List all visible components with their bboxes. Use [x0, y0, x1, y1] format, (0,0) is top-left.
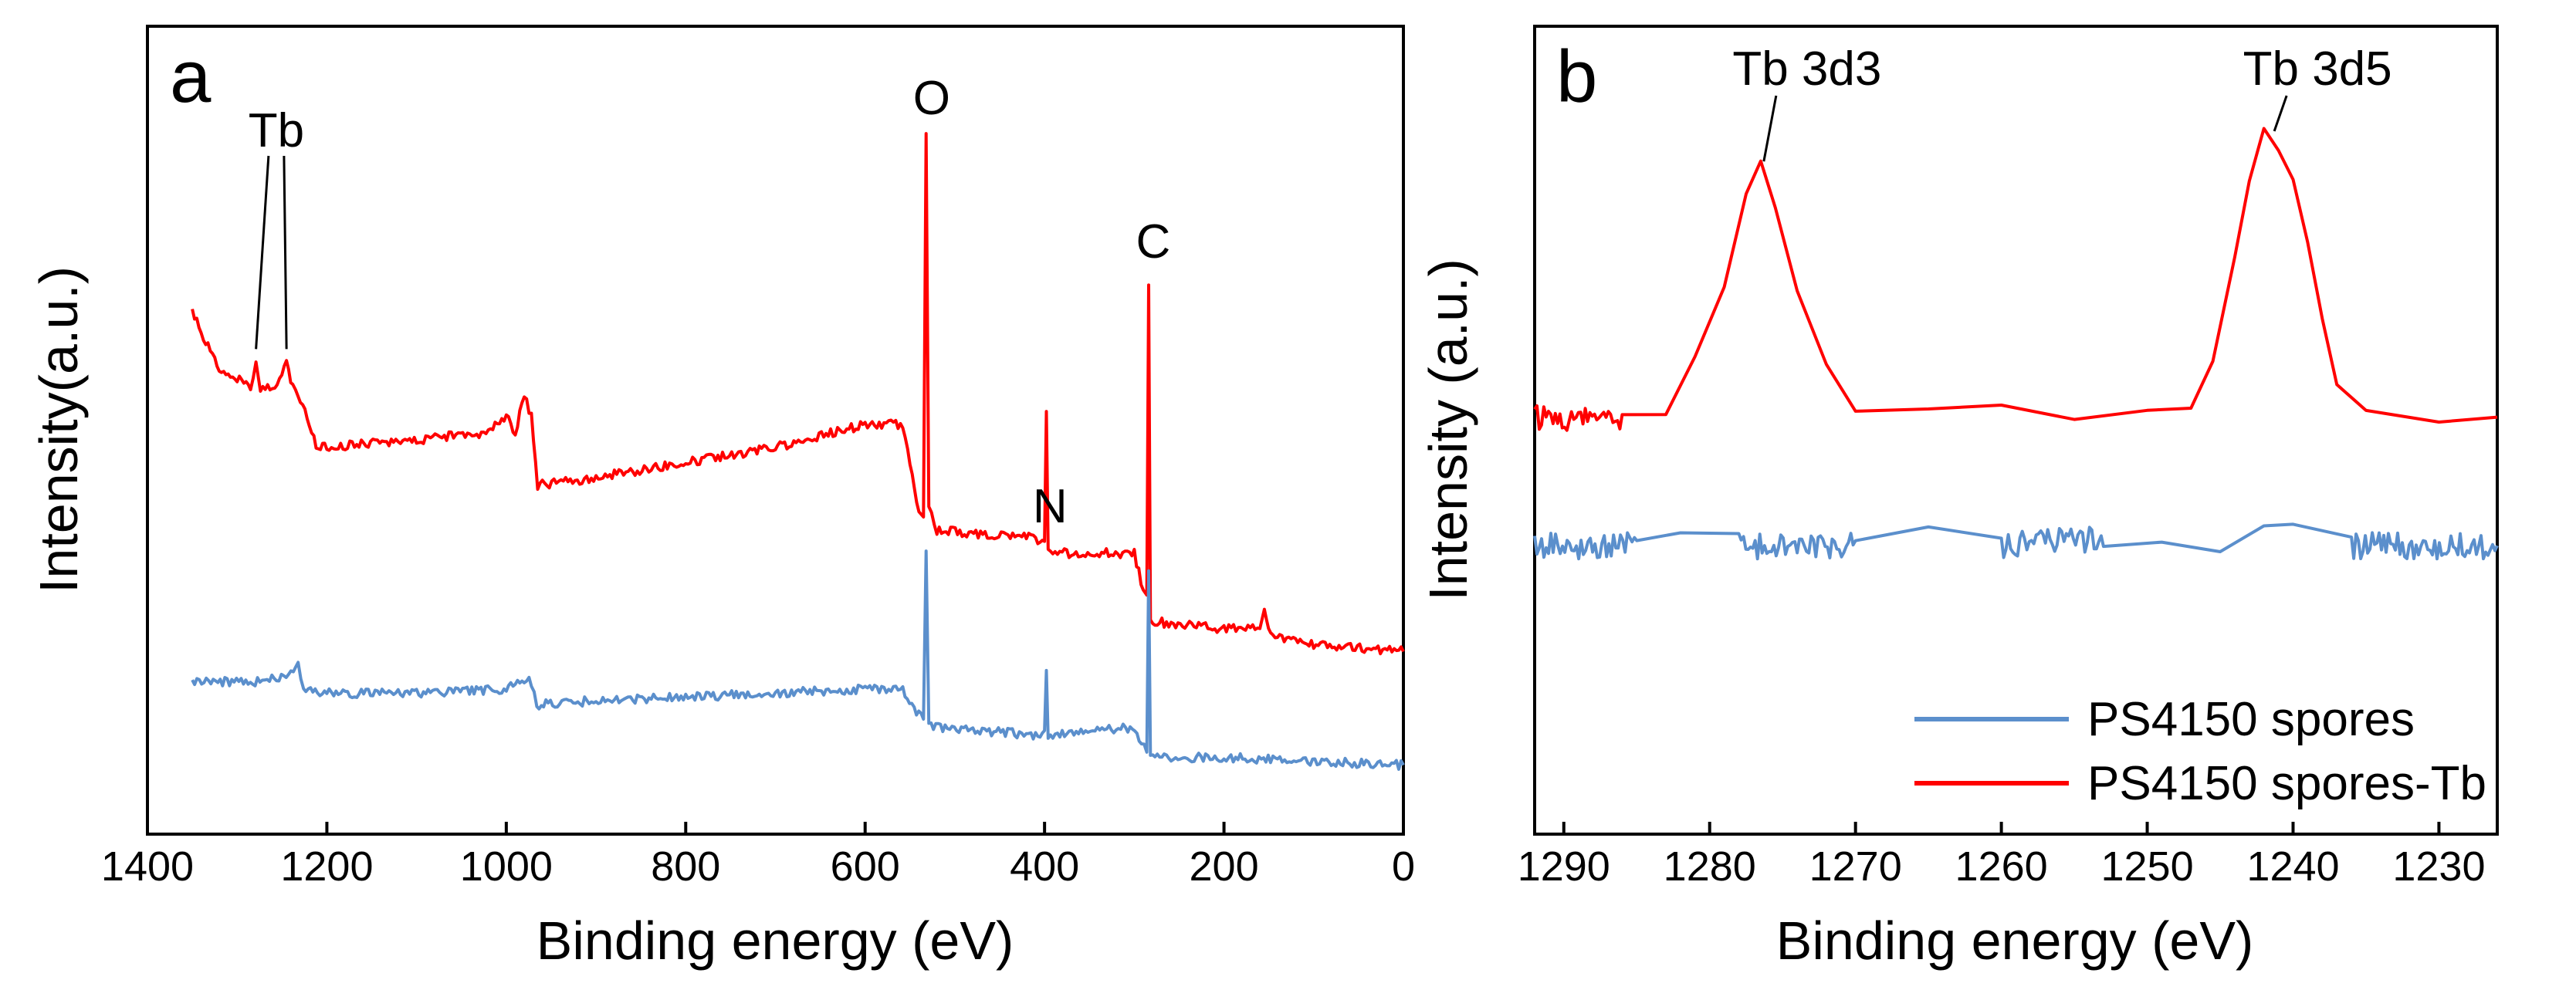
x-tick-label-800: 800: [651, 843, 720, 890]
x-tick-label-1250: 1250: [2100, 843, 2193, 890]
annotation-leader-tb-2: [283, 155, 288, 350]
panel-b-annotations: Tb 3d3 Tb 3d5: [1732, 42, 2392, 162]
x-tick-label-1200: 1200: [280, 843, 373, 890]
panel-a-x-ticks: 1400 1200 1000 800 600 400 200 0: [101, 822, 1415, 890]
panel-b-series: [1533, 127, 2499, 561]
x-tick-label-400: 400: [1010, 843, 1079, 890]
x-tick-label-1280: 1280: [1664, 843, 1756, 890]
legend-label-spores: PS4150 spores: [2087, 693, 2415, 746]
series-line-b-ps4150-spores-tb: [1533, 127, 2498, 432]
annotation-leader-tb-1: [255, 155, 270, 350]
annotation-c: C: [1136, 215, 1171, 269]
panel-a-series: [191, 132, 1405, 771]
x-tick-label-1260: 1260: [1955, 843, 2048, 890]
panel-a-label: a: [170, 35, 212, 118]
legend-label-spores-tb: PS4150 spores-Tb: [2087, 757, 2486, 810]
panel-a: a 1400 1200 1000 800 600 400 200 0 Tb O N C Bindin…: [29, 25, 1415, 971]
annotation-tb-3d3: Tb 3d3: [1732, 42, 1881, 96]
series-line-a-ps4150-spores: [191, 549, 1405, 771]
panel-b-y-axis-label: Intensity (a.u.): [1418, 258, 1478, 601]
x-tick-label-1230: 1230: [2392, 843, 2485, 890]
annotation-n: N: [1033, 480, 1068, 533]
panel-b-legend: PS4150 spores PS4150 spores-Tb: [1914, 693, 2486, 810]
panel-b-label: b: [1556, 35, 1597, 118]
panel-b-x-ticks: 1290 1280 1270 1260 1250 1240 1230: [1518, 822, 2485, 890]
panel-b-x-axis-label: Binding energy (eV): [1776, 911, 2254, 971]
x-tick-label-600: 600: [831, 843, 900, 890]
annotation-leader-tb-3d3: [1762, 95, 1778, 162]
x-tick-label-1240: 1240: [2246, 843, 2339, 890]
panel-a-frame: [146, 25, 1405, 836]
annotation-tb: Tb: [249, 104, 304, 157]
panel-a-y-axis-label: Intensity(a.u.): [29, 266, 89, 593]
panel-b-frame: [1533, 25, 2499, 836]
panel-a-x-axis-label: Binding energy (eV): [537, 911, 1014, 971]
x-tick-label-1290: 1290: [1518, 843, 1610, 890]
series-line-b-ps4150-spores: [1533, 522, 2499, 561]
panel-a-annotations: Tb O N C: [249, 72, 1171, 533]
series-line-a-ps4150-spores-tb: [191, 132, 1405, 656]
x-tick-label-1400: 1400: [101, 843, 194, 890]
annotation-tb-3d5: Tb 3d5: [2243, 42, 2392, 96]
panel-b: b 1290 1280 1270 1260 1250 1240 1230 Tb 3d3 Tb …: [1418, 25, 2499, 971]
x-tick-label-1000: 1000: [460, 843, 553, 890]
x-tick-label-200: 200: [1190, 843, 1259, 890]
annotation-o: O: [913, 72, 950, 125]
x-tick-label-0: 0: [1392, 843, 1415, 890]
annotation-leader-tb-3d5: [2273, 95, 2288, 132]
x-tick-label-1270: 1270: [1809, 843, 1902, 890]
